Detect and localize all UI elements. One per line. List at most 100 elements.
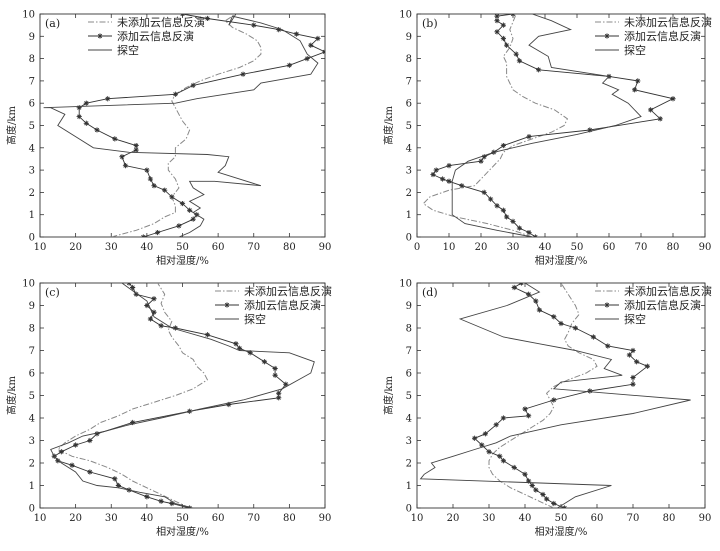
series-marker: [233, 341, 239, 347]
legend-label: 未添加云信息反演: [117, 15, 205, 29]
series-marker: [147, 316, 154, 322]
x-tick-label: 60: [603, 242, 616, 253]
y-tick-label: 5: [29, 391, 35, 402]
series-marker: [133, 142, 139, 149]
series-marker: [158, 498, 164, 504]
series-marker: [169, 194, 175, 200]
series-marker: [112, 476, 118, 482]
series-marker: [55, 458, 61, 464]
series-marker: [670, 96, 676, 102]
series-marker: [540, 491, 546, 498]
series-marker: [532, 234, 538, 237]
series-marker: [251, 22, 257, 28]
x-tick-label: 40: [519, 513, 532, 524]
x-tick-label: 20: [475, 242, 488, 253]
y-tick-label: 0: [29, 504, 35, 515]
series-marker: [648, 107, 654, 113]
series-marker: [551, 314, 557, 320]
y-tick-label: 4: [29, 414, 35, 425]
y-tick-label: 10: [22, 10, 35, 21]
series-marker: [94, 127, 100, 133]
panel-3: 10 20 30 40 50 60 70 80 90 0 1 2 3 4 5 6 7 8 9 10 相对湿度/% 高度/k…: [5, 279, 332, 539]
series-marker: [176, 223, 182, 229]
series-marker: [240, 71, 246, 77]
series-marker: [526, 413, 532, 419]
series-marker: [94, 431, 100, 437]
y-tick-label: 3: [406, 166, 412, 177]
y-tick-label: 3: [406, 436, 412, 447]
series-marker: [172, 91, 178, 97]
series-marker: [112, 136, 118, 142]
x-tick-label: 10: [443, 242, 456, 253]
series-line: [473, 283, 649, 508]
series-marker: [446, 178, 452, 184]
series-marker: [510, 218, 516, 224]
series-marker: [644, 363, 650, 369]
series-marker: [83, 120, 89, 126]
series-marker: [440, 176, 446, 182]
series-marker: [459, 183, 465, 189]
y-tick-label: 7: [406, 76, 412, 87]
series-marker: [204, 15, 211, 22]
series-marker: [261, 359, 268, 365]
y-tick-label: 3: [29, 166, 35, 177]
plot-frame: [39, 282, 326, 509]
series-marker: [494, 18, 500, 24]
series-marker: [87, 437, 93, 444]
series-marker: [526, 291, 532, 297]
series-marker: [626, 352, 632, 358]
series-marker: [204, 332, 211, 338]
series-marker: [630, 381, 636, 387]
series-marker: [144, 167, 150, 173]
series-marker: [630, 374, 636, 381]
x-tick-label: 80: [283, 242, 296, 253]
series-marker: [536, 307, 542, 313]
y-tick-label: 7: [29, 346, 35, 357]
series-marker: [522, 471, 528, 477]
x-tick-label: 10: [411, 513, 424, 524]
series-marker: [119, 154, 125, 160]
series-marker: [122, 163, 129, 169]
series-marker: [481, 189, 487, 195]
y-tick-label: 0: [406, 504, 412, 515]
legend-label: 未添加云信息反演: [244, 284, 332, 298]
series-marker: [493, 422, 499, 428]
x-tick-label: 20: [69, 242, 82, 253]
x-tick-label: 50: [176, 513, 189, 524]
series-marker: [272, 365, 278, 372]
legend-marker: [97, 33, 103, 39]
series-marker: [190, 216, 196, 222]
x-tick-label: 40: [141, 513, 154, 524]
x-tick-label: 60: [212, 513, 225, 524]
series-marker: [133, 291, 139, 297]
series-line: [451, 14, 642, 237]
series-marker: [76, 105, 82, 111]
series-marker: [562, 505, 568, 508]
y-tick-label: 6: [406, 369, 412, 380]
y-tick-label: 8: [406, 324, 412, 335]
x-tick-label: 30: [105, 242, 118, 253]
series-group: [422, 14, 676, 237]
series-marker: [169, 500, 175, 507]
series-marker: [126, 283, 132, 286]
x-tick-label: 50: [176, 242, 189, 253]
y-tick-label: 10: [399, 10, 412, 21]
series-marker: [283, 381, 289, 387]
series-marker: [482, 431, 488, 437]
series-group: [50, 283, 315, 508]
panel-label: (c): [45, 286, 60, 299]
series-marker: [536, 67, 542, 73]
series-marker: [632, 87, 638, 93]
series-marker: [511, 464, 517, 471]
y-tick-label: 7: [29, 76, 35, 87]
y-tick-label: 10: [22, 279, 35, 290]
x-tick-label: 60: [591, 513, 604, 524]
series-marker: [558, 320, 564, 327]
series-marker: [522, 406, 528, 412]
y-tick-label: 1: [29, 481, 35, 492]
legend-label: 探空: [244, 312, 266, 326]
y-tick-label: 2: [406, 188, 412, 199]
series-marker: [587, 127, 593, 133]
